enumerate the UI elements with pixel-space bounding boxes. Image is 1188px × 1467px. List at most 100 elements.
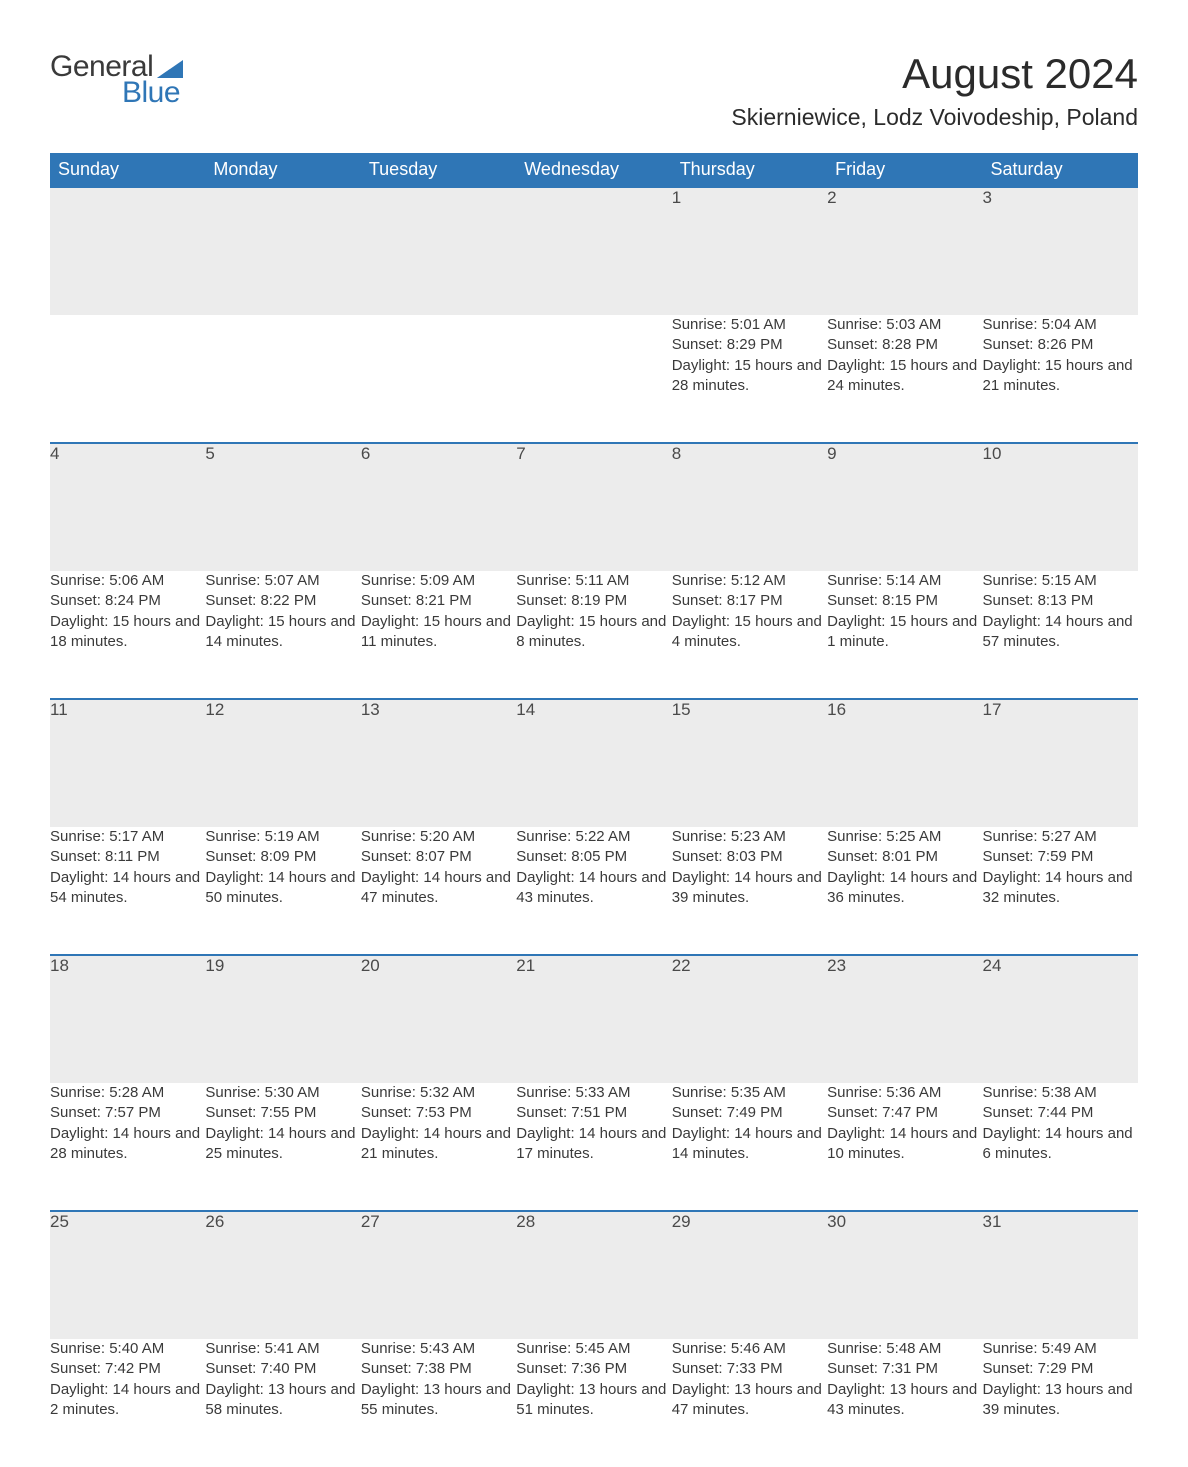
day-number-row: 11121314151617 <box>50 699 1138 827</box>
sunrise-line: Sunrise: 5:09 AM <box>361 571 516 591</box>
daylight-line: Daylight: 15 hours and 28 minutes. <box>672 356 827 397</box>
day-number-row: 25262728293031 <box>50 1211 1138 1339</box>
sunrise-line: Sunrise: 5:14 AM <box>827 571 982 591</box>
day-cell: Sunrise: 5:30 AMSunset: 7:55 PMDaylight:… <box>205 1083 360 1211</box>
empty-day-cell <box>205 315 360 443</box>
sunset-line: Sunset: 7:51 PM <box>516 1103 671 1123</box>
day-number: 26 <box>205 1211 360 1339</box>
daylight-line: Daylight: 14 hours and 54 minutes. <box>50 868 205 909</box>
day-cell: Sunrise: 5:33 AMSunset: 7:51 PMDaylight:… <box>516 1083 671 1211</box>
location-subtitle: Skierniewice, Lodz Voivodeship, Poland <box>731 104 1138 131</box>
day-cell: Sunrise: 5:12 AMSunset: 8:17 PMDaylight:… <box>672 571 827 699</box>
calendar-table: SundayMondayTuesdayWednesdayThursdayFrid… <box>50 153 1138 1467</box>
header: General Blue August 2024 Skierniewice, L… <box>50 50 1138 145</box>
sunset-line: Sunset: 8:09 PM <box>205 847 360 867</box>
sunrise-line: Sunrise: 5:28 AM <box>50 1083 205 1103</box>
empty-day-cell <box>361 315 516 443</box>
daylight-line: Daylight: 14 hours and 10 minutes. <box>827 1124 982 1165</box>
day-cell: Sunrise: 5:11 AMSunset: 8:19 PMDaylight:… <box>516 571 671 699</box>
weekday-header: Thursday <box>672 153 827 187</box>
sunset-line: Sunset: 8:22 PM <box>205 591 360 611</box>
sunrise-line: Sunrise: 5:17 AM <box>50 827 205 847</box>
empty-day-cell <box>516 315 671 443</box>
day-cell: Sunrise: 5:45 AMSunset: 7:36 PMDaylight:… <box>516 1339 671 1467</box>
day-content-row: Sunrise: 5:06 AMSunset: 8:24 PMDaylight:… <box>50 571 1138 699</box>
title-block: August 2024 Skierniewice, Lodz Voivodesh… <box>731 50 1138 145</box>
day-number: 17 <box>983 699 1138 827</box>
day-number: 13 <box>361 699 516 827</box>
sunrise-line: Sunrise: 5:35 AM <box>672 1083 827 1103</box>
day-number: 14 <box>516 699 671 827</box>
day-cell: Sunrise: 5:25 AMSunset: 8:01 PMDaylight:… <box>827 827 982 955</box>
day-number: 25 <box>50 1211 205 1339</box>
weekday-header-row: SundayMondayTuesdayWednesdayThursdayFrid… <box>50 153 1138 187</box>
sunset-line: Sunset: 8:28 PM <box>827 335 982 355</box>
weekday-header: Friday <box>827 153 982 187</box>
day-number: 29 <box>672 1211 827 1339</box>
day-cell: Sunrise: 5:40 AMSunset: 7:42 PMDaylight:… <box>50 1339 205 1467</box>
daylight-line: Daylight: 13 hours and 55 minutes. <box>361 1380 516 1421</box>
day-number: 10 <box>983 443 1138 571</box>
day-number: 8 <box>672 443 827 571</box>
day-cell: Sunrise: 5:09 AMSunset: 8:21 PMDaylight:… <box>361 571 516 699</box>
day-cell: Sunrise: 5:35 AMSunset: 7:49 PMDaylight:… <box>672 1083 827 1211</box>
weekday-header: Sunday <box>50 153 205 187</box>
daylight-line: Daylight: 13 hours and 39 minutes. <box>983 1380 1138 1421</box>
sunset-line: Sunset: 8:01 PM <box>827 847 982 867</box>
empty-day-cell <box>50 315 205 443</box>
sunrise-line: Sunrise: 5:04 AM <box>983 315 1138 335</box>
daylight-line: Daylight: 14 hours and 14 minutes. <box>672 1124 827 1165</box>
sunrise-line: Sunrise: 5:12 AM <box>672 571 827 591</box>
sunrise-line: Sunrise: 5:49 AM <box>983 1339 1138 1359</box>
sunrise-line: Sunrise: 5:06 AM <box>50 571 205 591</box>
day-number: 7 <box>516 443 671 571</box>
day-content-row: Sunrise: 5:28 AMSunset: 7:57 PMDaylight:… <box>50 1083 1138 1211</box>
daylight-line: Daylight: 15 hours and 18 minutes. <box>50 612 205 653</box>
day-number: 3 <box>983 187 1138 315</box>
sunset-line: Sunset: 8:05 PM <box>516 847 671 867</box>
sunrise-line: Sunrise: 5:25 AM <box>827 827 982 847</box>
day-cell: Sunrise: 5:14 AMSunset: 8:15 PMDaylight:… <box>827 571 982 699</box>
weekday-header: Saturday <box>983 153 1138 187</box>
daylight-line: Daylight: 14 hours and 6 minutes. <box>983 1124 1138 1165</box>
sunrise-line: Sunrise: 5:07 AM <box>205 571 360 591</box>
daylight-line: Daylight: 15 hours and 21 minutes. <box>983 356 1138 397</box>
day-content-row: Sunrise: 5:40 AMSunset: 7:42 PMDaylight:… <box>50 1339 1138 1467</box>
daylight-line: Daylight: 14 hours and 50 minutes. <box>205 868 360 909</box>
day-cell: Sunrise: 5:28 AMSunset: 7:57 PMDaylight:… <box>50 1083 205 1211</box>
sunset-line: Sunset: 8:15 PM <box>827 591 982 611</box>
day-number: 24 <box>983 955 1138 1083</box>
daylight-line: Daylight: 14 hours and 57 minutes. <box>983 612 1138 653</box>
day-cell: Sunrise: 5:36 AMSunset: 7:47 PMDaylight:… <box>827 1083 982 1211</box>
day-cell: Sunrise: 5:15 AMSunset: 8:13 PMDaylight:… <box>983 571 1138 699</box>
day-number: 21 <box>516 955 671 1083</box>
day-number: 5 <box>205 443 360 571</box>
day-cell: Sunrise: 5:19 AMSunset: 8:09 PMDaylight:… <box>205 827 360 955</box>
day-number: 12 <box>205 699 360 827</box>
daylight-line: Daylight: 14 hours and 17 minutes. <box>516 1124 671 1165</box>
day-number: 15 <box>672 699 827 827</box>
daylight-line: Daylight: 14 hours and 43 minutes. <box>516 868 671 909</box>
sunrise-line: Sunrise: 5:43 AM <box>361 1339 516 1359</box>
day-cell: Sunrise: 5:22 AMSunset: 8:05 PMDaylight:… <box>516 827 671 955</box>
daylight-line: Daylight: 13 hours and 47 minutes. <box>672 1380 827 1421</box>
sunrise-line: Sunrise: 5:32 AM <box>361 1083 516 1103</box>
day-number-row: 123 <box>50 187 1138 315</box>
sunset-line: Sunset: 7:40 PM <box>205 1359 360 1379</box>
day-cell: Sunrise: 5:32 AMSunset: 7:53 PMDaylight:… <box>361 1083 516 1211</box>
weekday-header: Wednesday <box>516 153 671 187</box>
daylight-line: Daylight: 15 hours and 11 minutes. <box>361 612 516 653</box>
empty-day-number <box>50 187 205 315</box>
day-cell: Sunrise: 5:01 AMSunset: 8:29 PMDaylight:… <box>672 315 827 443</box>
daylight-line: Daylight: 14 hours and 28 minutes. <box>50 1124 205 1165</box>
daylight-line: Daylight: 14 hours and 21 minutes. <box>361 1124 516 1165</box>
day-number: 6 <box>361 443 516 571</box>
month-title: August 2024 <box>731 50 1138 98</box>
daylight-line: Daylight: 15 hours and 4 minutes. <box>672 612 827 653</box>
day-cell: Sunrise: 5:17 AMSunset: 8:11 PMDaylight:… <box>50 827 205 955</box>
sunrise-line: Sunrise: 5:19 AM <box>205 827 360 847</box>
daylight-line: Daylight: 13 hours and 43 minutes. <box>827 1380 982 1421</box>
sunset-line: Sunset: 7:44 PM <box>983 1103 1138 1123</box>
weekday-header: Tuesday <box>361 153 516 187</box>
day-number: 31 <box>983 1211 1138 1339</box>
